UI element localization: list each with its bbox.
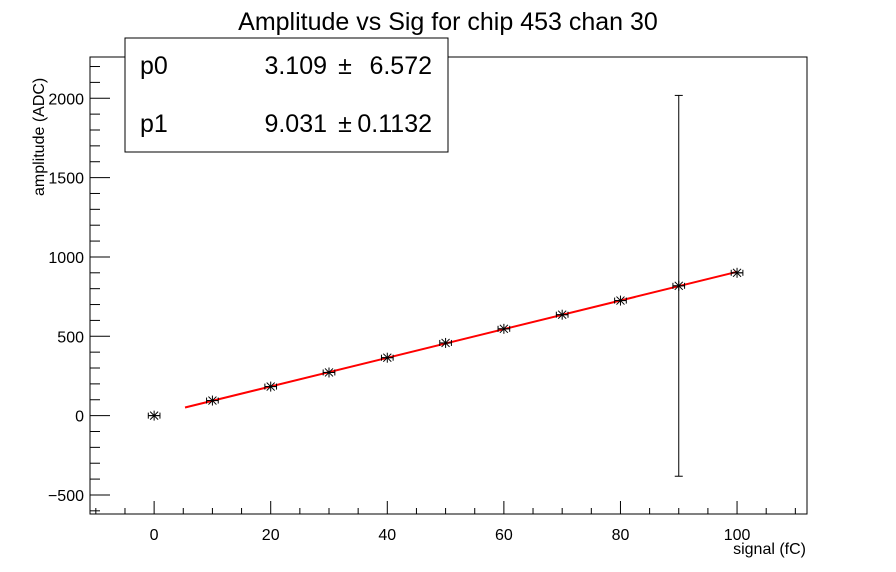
x-axis: 0 20 40 60 80 100	[95, 501, 796, 544]
x-tick-label: 80	[612, 527, 630, 544]
x-tick-label: 20	[262, 527, 280, 544]
data-point	[555, 309, 569, 320]
x-tick-label: 0	[150, 527, 159, 544]
stat-name: p1	[140, 110, 168, 138]
y-axis-title: amplitude (ADC)	[31, 78, 48, 196]
data-point	[497, 323, 511, 334]
y-tick-label: 500	[57, 329, 84, 346]
x-axis-title: signal (fC)	[733, 541, 806, 558]
data-point	[380, 352, 394, 363]
x-tick-label: 40	[378, 527, 396, 544]
stat-error: 0.1132	[357, 110, 432, 138]
stats-box: p0 3.109 ±6.572 p1 9.031 ±0.1132	[124, 37, 449, 153]
data-point	[147, 410, 161, 421]
y-axis: −500 0 500 1000 1500 2000	[48, 66, 110, 512]
data-point	[672, 94, 686, 477]
stat-pm-symbol: ±	[338, 110, 352, 138]
stat-error: 6.572	[369, 52, 432, 80]
x-tick-label: 60	[495, 527, 513, 544]
x-tick-label: 100	[724, 527, 751, 544]
stat-value: 9.031	[264, 110, 327, 138]
stat-pm-symbol: ±	[338, 52, 352, 80]
stat-name: p0	[140, 52, 168, 80]
y-tick-label: 1000	[48, 250, 84, 267]
chart-title: Amplitude vs Sig for chip 453 chan 30	[238, 8, 658, 36]
y-tick-label: 0	[75, 409, 84, 426]
data-point	[439, 337, 452, 348]
data-point	[264, 381, 278, 392]
y-tick-label: 2000	[48, 91, 84, 108]
data-point	[730, 267, 744, 278]
points-layer	[147, 94, 744, 477]
data-point	[206, 395, 219, 406]
y-tick-label: −500	[48, 488, 84, 505]
stats-box-frame	[124, 37, 449, 153]
data-point	[322, 367, 336, 378]
data-point	[614, 295, 627, 306]
stat-value: 3.109	[264, 52, 327, 80]
fit-line	[184, 270, 738, 409]
fit-layer	[184, 270, 738, 409]
y-tick-label: 1500	[48, 171, 84, 188]
